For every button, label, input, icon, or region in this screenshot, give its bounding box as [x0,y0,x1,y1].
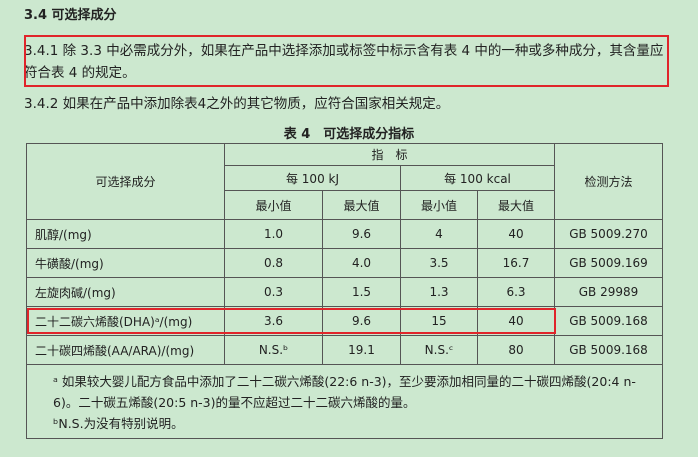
table-cell: 0.8 [224,248,323,278]
table-cell: 0.3 [224,277,323,307]
footnote: ᵃ 如果较大婴儿配方食品中添加了二十二碳六烯酸(22:6 n-3)，至少要添加相… [53,374,636,410]
table-cell: 1.5 [322,277,401,307]
table-row: 肌醇/(mg) 1.0 9.6 4 40 GB 5009.270 [26,219,664,249]
header-cell: 每 100 kJ [224,165,401,191]
table-cell: 左旋肉碱/(mg) [26,277,225,307]
table-cell: 80 [476,335,556,365]
table-cell: GB 5009.270 [554,219,664,249]
table-cell: N.S.ᶜ [400,335,478,365]
table-body: 肌醇/(mg) 1.0 9.6 4 40 GB 5009.270 牛磺酸/(mg) 0.8 4.… [26,219,664,365]
highlight-box [24,35,669,87]
paragraph: 3.4.1 除 3.3 中必需成分外，如果在产品中选择添加或标签中标示含有表 4… [24,43,664,81]
table-cell: 19.1 [322,335,401,365]
table-cell: 肌醇/(mg) [26,219,225,249]
paragraph: 3.4.2 如果在产品中添加除表4之外的其它物质，应符合国家相关规定。 [24,96,450,112]
header-cell: 可选择成分 [26,143,225,220]
table-cell: 40 [476,306,556,336]
header-cell: 最小值 [224,190,323,220]
header-cell: 最小值 [400,190,478,220]
table-cell: 6.3 [476,277,556,307]
footnotes: ᵃ 如果较大婴儿配方食品中添加了二十二碳六烯酸(22:6 n-3)，至少要添加相… [25,364,664,439]
table-cell: 1.3 [400,277,478,307]
table-cell: 9.6 [322,219,401,249]
header-cell: 最大值 [476,190,556,220]
table-cell: GB 29989 [554,277,664,307]
table-title: 表 4 可选择成分指标 [283,127,415,142]
table-cell: 4.0 [322,248,401,278]
table-row: 二十二碳六烯酸(DHA)ᵃ/(mg) 3.6 9.6 15 40 GB 5009.168 [26,306,664,336]
table-cell: GB 5009.169 [554,248,664,278]
table-cell: 16.7 [476,248,556,278]
header-cell: 每 100 kcal [399,165,556,191]
header-cell: 指 标 [223,143,556,166]
table-cell: N.S.ᵇ [224,335,323,365]
header-cell: 检测方法 [554,143,664,220]
table-cell: 4 [400,219,478,249]
table-cell: GB 5009.168 [554,335,664,365]
table-cell: 牛磺酸/(mg) [26,248,225,278]
table-cell: 40 [476,219,556,249]
table-row: 左旋肉碱/(mg) 0.3 1.5 1.3 6.3 GB 29989 [26,277,664,307]
table-row: 牛磺酸/(mg) 0.8 4.0 3.5 16.7 GB 5009.169 [26,248,664,278]
table-cell: 3.5 [400,248,478,278]
table-row: 二十碳四烯酸(AA/ARA)/(mg) N.S.ᵇ 19.1 N.S.ᶜ 80 GB 50… [26,335,664,365]
header-cell: 最大值 [322,190,401,220]
table-cell: 1.0 [224,219,323,249]
table-cell: 二十碳四烯酸(AA/ARA)/(mg) [26,335,225,365]
table-cell: GB 5009.168 [554,306,664,336]
table-cell: 二十二碳六烯酸(DHA)ᵃ/(mg) [26,306,225,336]
highlight-box [27,308,556,334]
footnote: ᵇN.S.为没有特别说明。 [53,416,184,431]
section-heading: 3.4 可选择成分 [24,8,117,23]
table: 可选择成分 指 标 检测方法 每 100 kJ 每 100 kcal 最小值 最… [25,143,664,439]
